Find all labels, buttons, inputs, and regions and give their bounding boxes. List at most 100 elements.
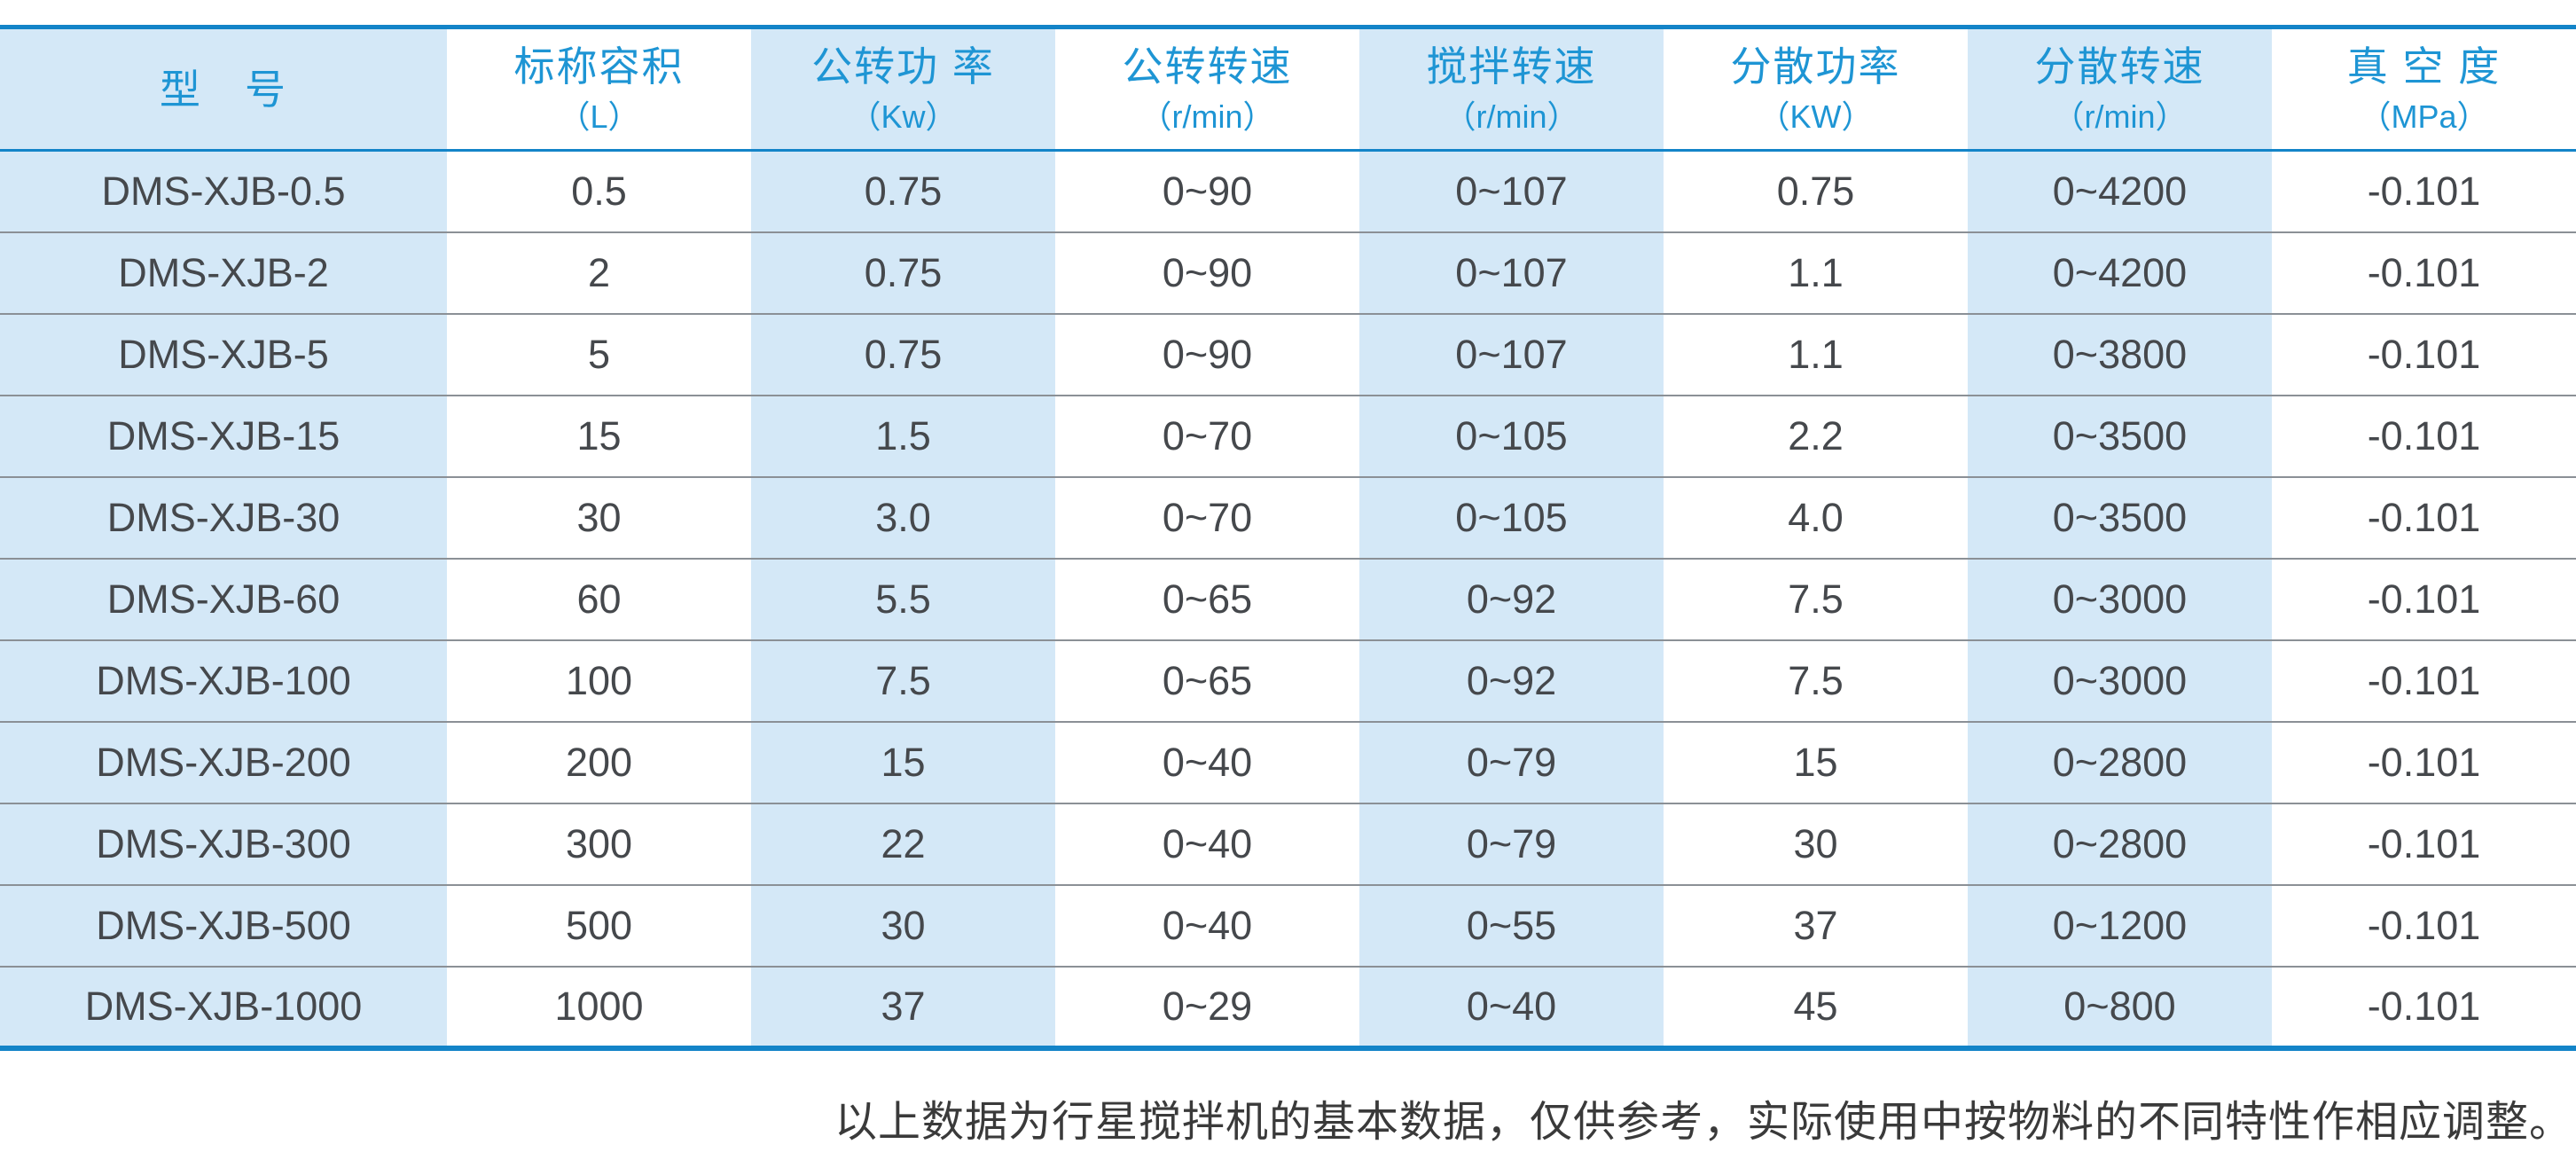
- value-cell: 0~90: [1162, 331, 1253, 377]
- value-cell: 0~105: [1455, 412, 1568, 458]
- value-cell: 60: [576, 576, 622, 622]
- value-cell: 4.0: [1788, 494, 1844, 540]
- value-cell: 0~90: [1162, 249, 1253, 295]
- value-cell: -0.101: [2367, 412, 2481, 458]
- value-cell: 100: [565, 657, 633, 703]
- value-cell: 0~107: [1455, 331, 1568, 377]
- value-cell: 45: [1793, 983, 1838, 1029]
- value-cell: 0~800: [2063, 983, 2176, 1029]
- value-cell: -0.101: [2367, 820, 2481, 866]
- value-cell: 1.1: [1788, 331, 1844, 377]
- model-cell: DMS-XJB-0.5: [101, 168, 346, 214]
- value-cell: 1000: [554, 983, 644, 1029]
- model-cell: DMS-XJB-300: [96, 820, 351, 866]
- table-row: DMS-XJB-30 30 3.0 0~70 0~105 4.0 0~3500 -0.101: [0, 476, 2576, 559]
- value-cell: 37: [881, 983, 926, 1029]
- value-cell: 0~40: [1466, 983, 1557, 1029]
- value-cell: 5: [587, 331, 611, 377]
- value-cell: 7.5: [1788, 657, 1844, 703]
- value-cell: 0~107: [1455, 168, 1568, 214]
- value-cell: 0~29: [1162, 983, 1253, 1029]
- model-cell: DMS-XJB-1000: [84, 983, 363, 1029]
- value-cell: 0~2800: [2052, 739, 2188, 785]
- column-header-model: 型 号: [0, 27, 447, 151]
- value-cell: -0.101: [2367, 168, 2481, 214]
- value-cell: 15: [576, 412, 622, 458]
- table-row: DMS-XJB-100 100 7.5 0~65 0~92 7.5 0~3000 -0.101: [0, 639, 2576, 722]
- model-cell: DMS-XJB-2: [118, 249, 329, 295]
- value-cell: 0~3500: [2052, 412, 2188, 458]
- value-cell: 0~70: [1162, 412, 1253, 458]
- table-row: DMS-XJB-200 200 15 0~40 0~79 15 0~2800 -0.101: [0, 721, 2576, 803]
- value-cell: -0.101: [2367, 331, 2481, 377]
- value-cell: 1.1: [1788, 249, 1844, 295]
- column-unit: （KW）: [1758, 98, 1874, 135]
- column-label: 分散转速: [2034, 43, 2205, 90]
- column-unit: （r/min）: [2052, 98, 2188, 135]
- value-cell: -0.101: [2367, 576, 2481, 622]
- value-cell: 0~90: [1162, 168, 1253, 214]
- value-cell: 7.5: [1788, 576, 1844, 622]
- column-label: 公转转速: [1122, 43, 1293, 90]
- table-body: DMS-XJB-0.5 0.5 0.75 0~90 0~107 0.75 0~4200 -0.…: [0, 151, 2576, 1048]
- value-cell: 0~65: [1162, 576, 1253, 622]
- column-header-revolution-power: 公转功 率 （Kw）: [751, 27, 1055, 151]
- value-cell: 0.75: [864, 249, 943, 295]
- value-cell: 200: [565, 739, 633, 785]
- value-cell: 0~79: [1466, 820, 1557, 866]
- value-cell: 0~107: [1455, 249, 1568, 295]
- footer-note: 以上数据为行星搅拌机的基本数据，仅供参考，实际使用中按物料的不同特性作相应调整。: [834, 1097, 2572, 1147]
- value-cell: 2.2: [1788, 412, 1844, 458]
- column-unit: （r/min）: [1139, 98, 1275, 135]
- header-row: 型 号 标称容积 （L） 公转功 率 （Kw） 公转转速 （r/min） 搅拌转…: [0, 27, 2576, 151]
- value-cell: 0~40: [1162, 739, 1253, 785]
- value-cell: 15: [881, 739, 926, 785]
- value-cell: 0~1200: [2052, 902, 2188, 948]
- column-label: 搅拌转速: [1426, 43, 1597, 90]
- table-row: DMS-XJB-500 500 30 0~40 0~55 37 0~1200 -0.101: [0, 884, 2576, 967]
- value-cell: 37: [1793, 902, 1838, 948]
- model-cell: DMS-XJB-200: [96, 739, 351, 785]
- value-cell: 0~79: [1466, 739, 1557, 785]
- value-cell: 30: [1793, 820, 1838, 866]
- column-unit: （r/min）: [1444, 98, 1579, 135]
- value-cell: 3.0: [875, 494, 931, 540]
- table-row: DMS-XJB-60 60 5.5 0~65 0~92 7.5 0~3000 -0.101: [0, 558, 2576, 640]
- column-unit: （L）: [558, 98, 640, 135]
- value-cell: 0~4200: [2052, 249, 2188, 295]
- value-cell: 7.5: [875, 657, 931, 703]
- value-cell: -0.101: [2367, 249, 2481, 295]
- value-cell: 1.5: [875, 412, 931, 458]
- column-label: 标称容积: [513, 43, 685, 90]
- value-cell: 500: [565, 902, 633, 948]
- value-cell: 22: [881, 820, 926, 866]
- value-cell: 2: [587, 249, 611, 295]
- value-cell: 0~40: [1162, 820, 1253, 866]
- value-cell: 0~2800: [2052, 820, 2188, 866]
- value-cell: -0.101: [2367, 902, 2481, 948]
- value-cell: 30: [576, 494, 622, 540]
- value-cell: 15: [1793, 739, 1838, 785]
- model-cell: DMS-XJB-5: [118, 331, 329, 377]
- table-row: DMS-XJB-5 5 0.75 0~90 0~107 1.1 0~3800 -0.101: [0, 313, 2576, 396]
- table-row: DMS-XJB-2 2 0.75 0~90 0~107 1.1 0~4200 -0.101: [0, 231, 2576, 314]
- table-header: 型 号 标称容积 （L） 公转功 率 （Kw） 公转转速 （r/min） 搅拌转…: [0, 27, 2576, 151]
- column-label: 真 空 度: [2346, 43, 2502, 90]
- model-cell: DMS-XJB-15: [106, 412, 341, 458]
- table-row: DMS-XJB-1000 1000 37 0~29 0~40 45 0~800 -0.101: [0, 966, 2576, 1048]
- value-cell: 0~3000: [2052, 657, 2188, 703]
- value-cell: 0.75: [864, 331, 943, 377]
- value-cell: 5.5: [875, 576, 931, 622]
- table-row: DMS-XJB-0.5 0.5 0.75 0~90 0~107 0.75 0~4200 -0.…: [0, 151, 2576, 232]
- value-cell: 0~3000: [2052, 576, 2188, 622]
- value-cell: -0.101: [2367, 494, 2481, 540]
- column-header-nominal-capacity: 标称容积 （L）: [447, 27, 751, 151]
- value-cell: -0.101: [2367, 739, 2481, 785]
- value-cell: 0.75: [864, 168, 943, 214]
- value-cell: 0~92: [1466, 657, 1557, 703]
- column-label: 公转功 率: [811, 43, 995, 90]
- model-cell: DMS-XJB-100: [96, 657, 351, 703]
- value-cell: -0.101: [2367, 983, 2481, 1029]
- value-cell: 0~3800: [2052, 331, 2188, 377]
- column-header-dispersion-power: 分散功率 （KW）: [1664, 27, 1968, 151]
